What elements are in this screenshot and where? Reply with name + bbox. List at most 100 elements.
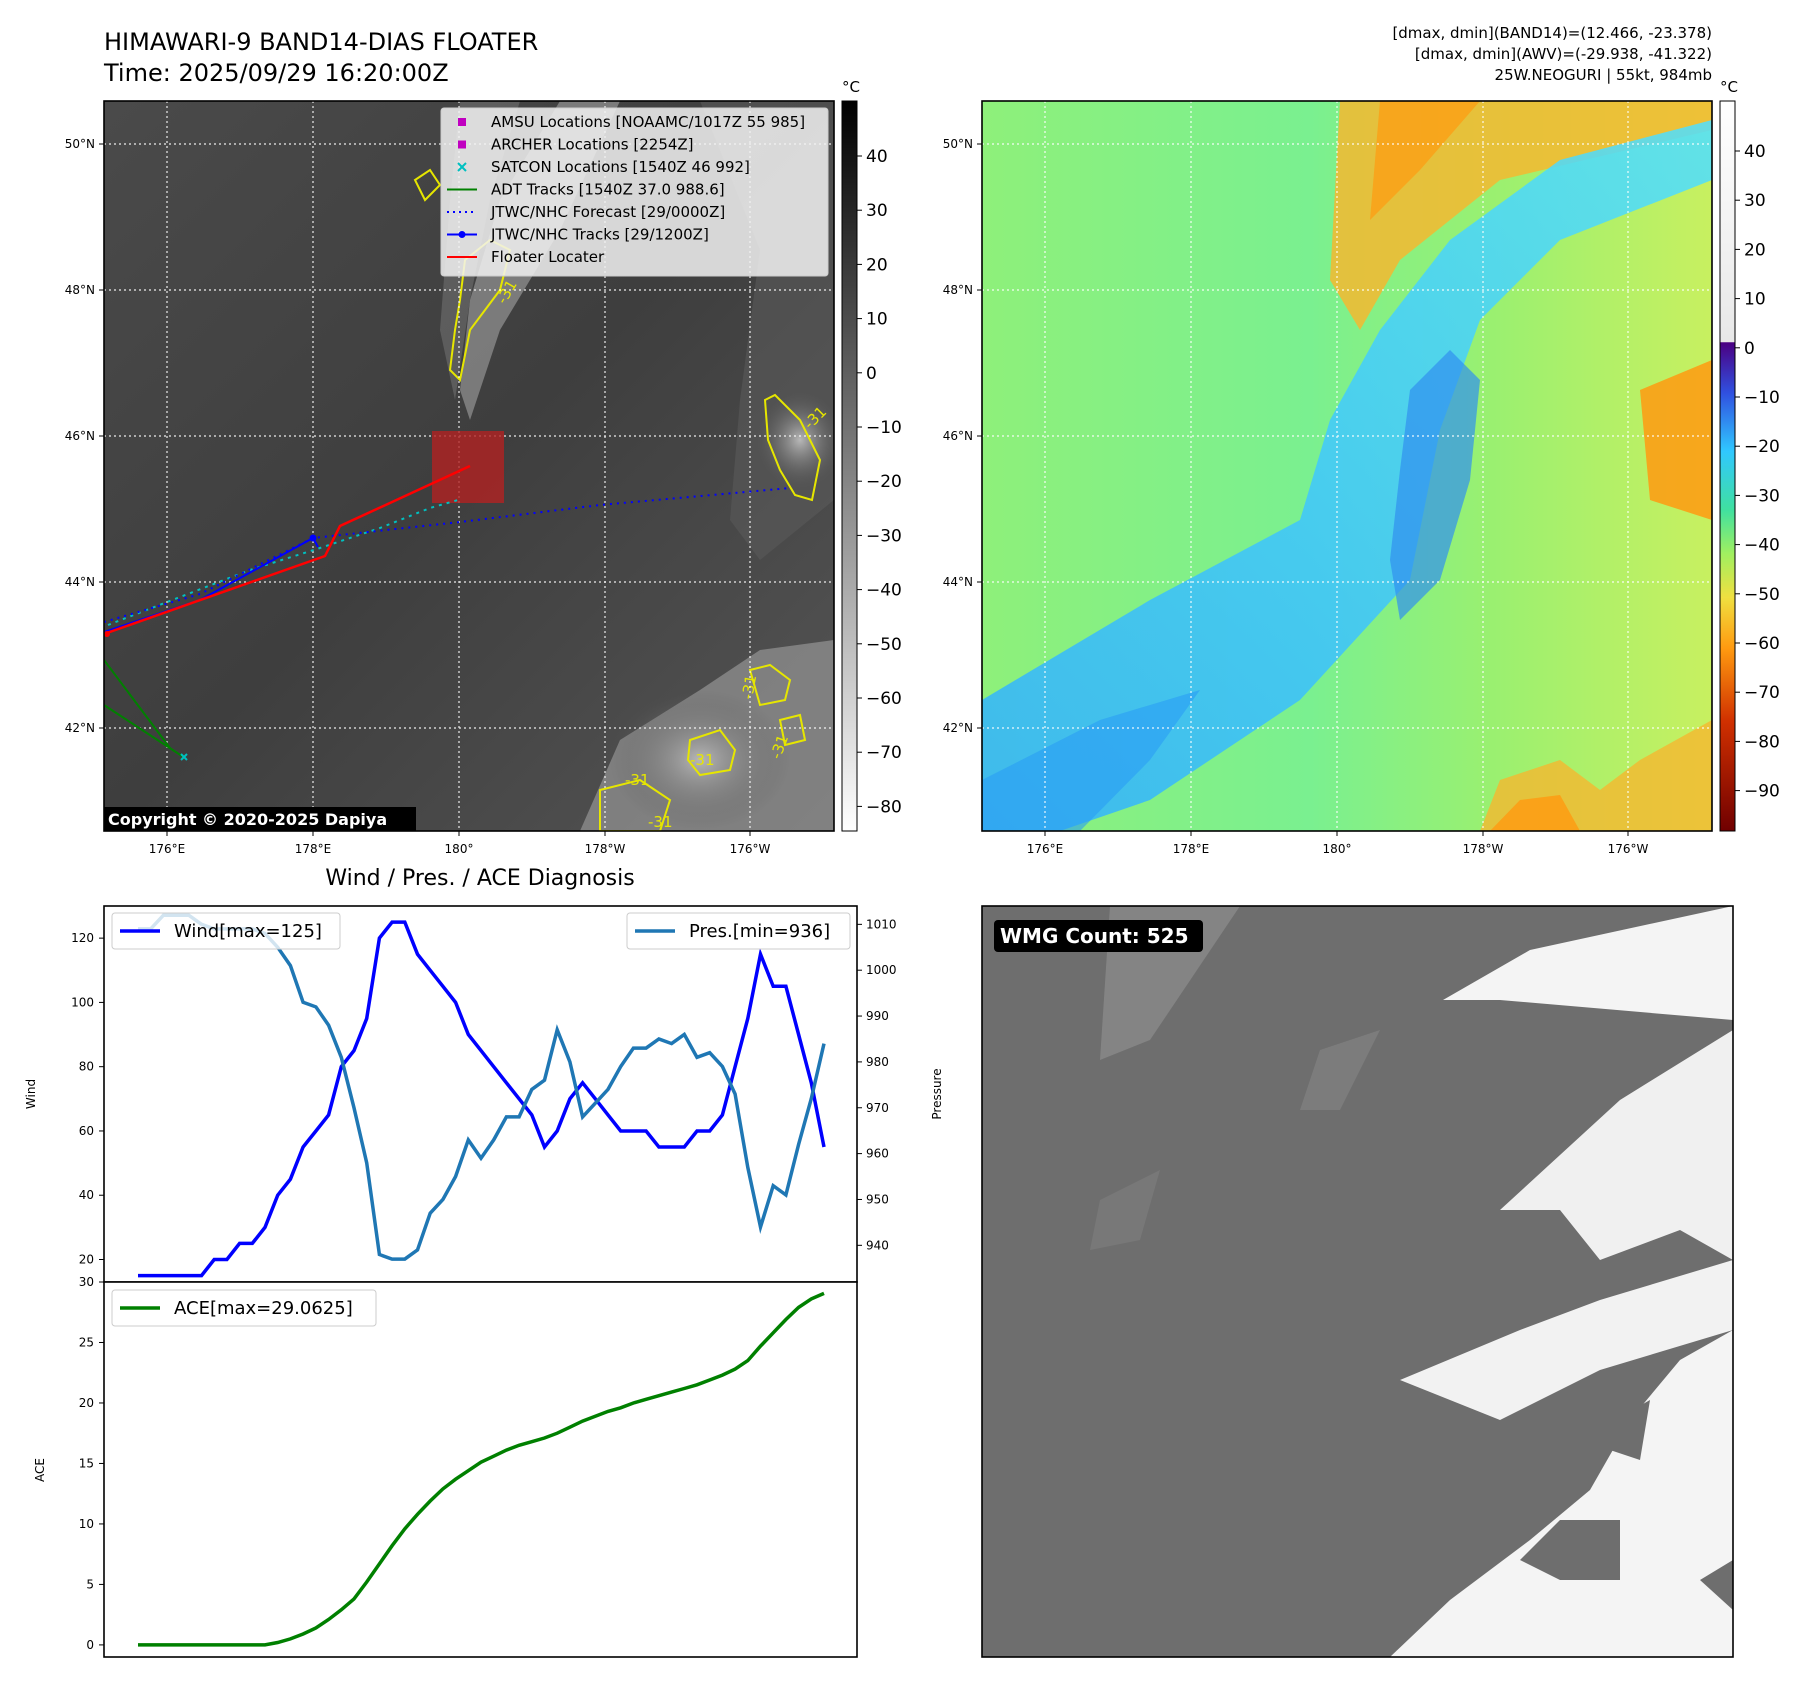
legend-label: JTWC/NHC Tracks [29/1200Z] xyxy=(490,226,709,244)
lat-tick-label: 50°N xyxy=(65,137,95,151)
wind-legend: Wind[max=125] xyxy=(111,912,341,950)
legend-label: ARCHER Locations [2254Z] xyxy=(491,136,694,154)
lat-tick-label: 48°N xyxy=(943,283,973,297)
colorbar-tick-label: −80 xyxy=(1744,732,1780,752)
colorbar-tick-label: −30 xyxy=(866,526,902,546)
legend-label: SATCON Locations [1540Z 46 992] xyxy=(491,158,750,176)
ir-satellite-panel: -31 -31 -31 -31 -31 -31 -31 xyxy=(65,78,902,856)
wind-tick-label: 20 xyxy=(79,1253,94,1267)
ace-tick-label: 5 xyxy=(86,1577,94,1591)
wv-colorbar-unit: °C xyxy=(1720,78,1738,96)
ace-axis-label: ACE xyxy=(33,1458,47,1482)
wmg-frame xyxy=(981,905,1734,1658)
pressure-tick-label: 970 xyxy=(866,1101,889,1115)
colorbar-tick-label: 0 xyxy=(866,364,877,384)
contour-label: -31 xyxy=(625,771,650,789)
diagnosis-title: Wind / Pres. / ACE Diagnosis xyxy=(325,866,634,891)
figure-time: Time: 2025/09/29 16:20:00Z xyxy=(103,59,449,87)
adt-track xyxy=(104,659,171,749)
ace-tick-label: 30 xyxy=(79,1275,94,1289)
floater-locater xyxy=(104,464,471,636)
ace-tick-label: 10 xyxy=(79,1517,94,1531)
colorbar-tick-label: −80 xyxy=(866,797,902,817)
contour-label: -31 xyxy=(648,813,673,831)
ace-tick-label: 15 xyxy=(79,1456,94,1470)
figure-title: HIMAWARI-9 BAND14-DIAS FLOATER xyxy=(104,28,538,56)
lon-tick-label: 180° xyxy=(445,842,474,856)
legend-entry: ARCHER Locations [2254Z] xyxy=(458,136,694,154)
storm-info: 25W.NEOGURI | 55kt, 984mb xyxy=(1495,66,1712,84)
ace-tick-label: 20 xyxy=(79,1396,94,1410)
contour-label: -31 xyxy=(690,751,715,769)
wind-pressure-chart: 20 40 60 80 100 120 940 950 960 970 980 990 1000 101… xyxy=(24,905,944,1283)
legend-entry: ADT Tracks [1540Z 37.0 988.6] xyxy=(447,181,725,199)
lon-tick-label: 176°W xyxy=(730,842,771,856)
pressure-tick-label: 990 xyxy=(866,1009,889,1023)
ace-tick-label: 0 xyxy=(86,1638,94,1652)
lat-tick-label: 50°N xyxy=(943,137,973,151)
ace-chart: 0 5 10 15 20 25 30 ACE ACE[max=29.0625] xyxy=(33,1275,858,1658)
colorbar-tick-label: −30 xyxy=(1744,486,1780,506)
satcon-locations xyxy=(107,499,459,761)
pressure-legend: Pres.[min=936] xyxy=(626,912,851,950)
wind-legend-label: Wind[max=125] xyxy=(174,921,322,942)
colorbar-tick-label: 30 xyxy=(866,201,888,221)
ace-series-line xyxy=(138,1291,825,1647)
legend-entry: SATCON Locations [1540Z 46 992] xyxy=(457,158,750,176)
lon-tick-label: 176°E xyxy=(1027,842,1064,856)
lat-tick-label: 46°N xyxy=(65,429,95,443)
lat-tick-label: 42°N xyxy=(65,721,95,735)
lat-tick-label: 42°N xyxy=(943,721,973,735)
wmg-clear-region xyxy=(1443,906,1733,1020)
colorbar-tick-label: 20 xyxy=(1744,240,1766,260)
colorbar-tick-label: −70 xyxy=(866,743,902,763)
colorbar-tick-label: −60 xyxy=(866,689,902,709)
wind-axis-label: Wind xyxy=(24,1079,38,1109)
jtwc-track-point xyxy=(309,534,317,542)
copyright-box xyxy=(104,807,416,831)
colorbar-tick-label: 40 xyxy=(1744,142,1766,162)
wv-colorbar xyxy=(1719,100,1736,832)
colorbar-tick-label: 10 xyxy=(1744,290,1766,310)
colorbar-tick-label: −10 xyxy=(866,418,902,438)
pressure-axis-label: Pressure xyxy=(930,1068,944,1119)
pressure-tick-label: 960 xyxy=(866,1147,889,1161)
wind-tick-label: 120 xyxy=(71,931,94,945)
pressure-tick-label: 980 xyxy=(866,1055,889,1069)
colorbar-tick-label: 10 xyxy=(866,310,888,330)
colorbar-tick-label: −40 xyxy=(1744,536,1780,556)
colorbar-tick-label: −10 xyxy=(1744,388,1780,408)
lon-tick-label: 180° xyxy=(1323,842,1352,856)
colorbar-tick-label: 20 xyxy=(866,255,888,275)
legend-label: Floater Locater xyxy=(491,248,605,266)
wmg-count-box xyxy=(994,920,1203,952)
legend-entry: JTWC/NHC Forecast [29/0000Z] xyxy=(447,203,725,221)
colorbar-tick-label: −50 xyxy=(1744,585,1780,605)
colorbar-tick-label: 40 xyxy=(866,147,888,167)
lon-tick-label: 178°W xyxy=(585,842,626,856)
wind-tick-label: 40 xyxy=(79,1188,94,1202)
wind-tick-label: 80 xyxy=(79,1060,94,1074)
pressure-tick-label: 1000 xyxy=(866,963,897,977)
colorbar-tick-label: −90 xyxy=(1744,782,1780,802)
adt-track xyxy=(104,704,186,759)
copyright: Copyright © 2020-2025 Dapiya xyxy=(108,810,387,829)
legend-label: AMSU Locations [NOAAMC/1017Z 55 985] xyxy=(491,113,805,131)
lat-tick-label: 46°N xyxy=(943,429,973,443)
lat-tick-label: 48°N xyxy=(65,283,95,297)
wv-gridlines xyxy=(982,101,1712,831)
lon-tick-label: 178°E xyxy=(1173,842,1210,856)
wv-moist-band xyxy=(982,120,1712,831)
lon-tick-label: 176°E xyxy=(149,842,186,856)
ir-colorbar xyxy=(841,100,858,832)
wind-tick-label: 60 xyxy=(79,1124,94,1138)
wmg-count: WMG Count: 525 xyxy=(1000,924,1189,948)
colorbar-tick-label: −50 xyxy=(866,635,902,655)
ace-legend: ACE[max=29.0625] xyxy=(111,1289,377,1327)
stats-awv: [dmax, dmin](AWV)=(-29.938, -41.322) xyxy=(1415,45,1712,63)
lon-tick-label: 178°E xyxy=(295,842,332,856)
wmg-panel: WMG Count: 525 xyxy=(981,905,1734,1658)
pressure-tick-label: 950 xyxy=(866,1192,889,1206)
colorbar-tick-label: −60 xyxy=(1744,634,1780,654)
